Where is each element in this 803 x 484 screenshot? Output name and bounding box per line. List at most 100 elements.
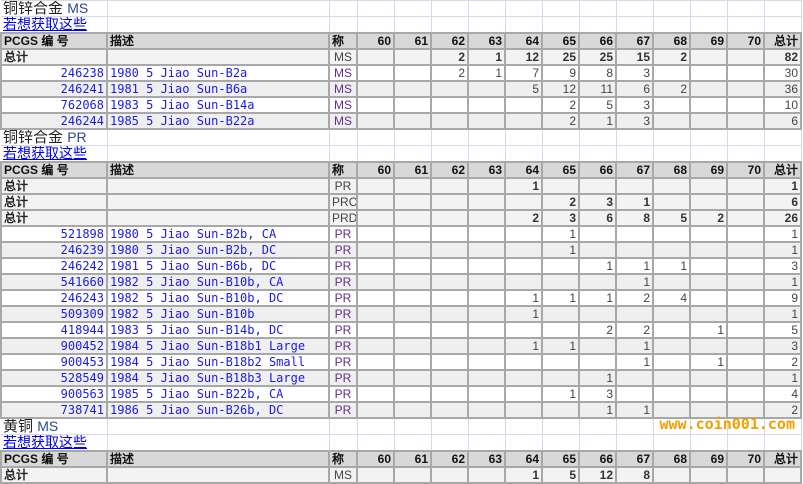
row-total: 1 <box>763 177 802 195</box>
empty-cell <box>764 16 802 34</box>
count-cell: 1 <box>541 225 580 243</box>
empty-cell <box>394 145 432 163</box>
table-row: 246239 1980 5 Jiao Sun-B2b, DC PR 1 1 <box>0 241 802 259</box>
count-cell <box>726 273 765 291</box>
pcgs-number-link[interactable]: 900563 <box>0 385 108 403</box>
pcgs-number-link[interactable]: 246238 <box>0 64 108 82</box>
description-link[interactable]: 1986 5 Jiao Sun-B26b, DC <box>106 401 330 419</box>
description-link[interactable]: 1983 5 Jiao Sun-B14a <box>106 96 330 114</box>
empty-cell <box>106 193 330 211</box>
count-cell <box>615 177 654 195</box>
empty-cell <box>616 417 654 435</box>
count-cell: 1 <box>578 289 617 307</box>
pcgs-number-link[interactable]: 900453 <box>0 353 108 371</box>
pcgs-number-link[interactable]: 246244 <box>0 112 108 130</box>
count-cell <box>726 353 765 371</box>
count-cell <box>430 257 469 275</box>
count-cell <box>652 64 691 82</box>
count-cell <box>578 273 617 291</box>
count-cell <box>726 337 765 355</box>
row-total: 6 <box>763 112 802 130</box>
count-cell <box>689 64 728 82</box>
count-cell <box>504 353 543 371</box>
grade-cell: MS <box>328 48 358 66</box>
empty-cell <box>106 177 330 195</box>
count-cell <box>356 177 395 195</box>
description-link[interactable]: 1984 5 Jiao Sun-B18b3 Large <box>106 369 330 387</box>
empty-cell <box>653 16 691 34</box>
pcgs-number-link[interactable]: 509309 <box>0 305 108 323</box>
count-cell <box>356 96 395 114</box>
row-total <box>763 466 802 484</box>
pcgs-number-link[interactable]: 541660 <box>0 273 108 291</box>
grade-cell: PR <box>328 337 358 355</box>
count-cell: 1 <box>578 112 617 130</box>
count-cell <box>726 96 765 114</box>
pcgs-number-link[interactable]: 762068 <box>0 96 108 114</box>
description-link[interactable]: 1982 5 Jiao Sun-B10b, CA <box>106 273 330 291</box>
column-header-grade-67: 67 <box>615 32 654 50</box>
description-link[interactable]: 1980 5 Jiao Sun-B2b, CA <box>106 225 330 243</box>
table-row: 521898 1980 5 Jiao Sun-B2b, CA PR 1 1 <box>0 225 802 243</box>
empty-cell <box>357 128 395 146</box>
pcgs-number-link[interactable]: 246242 <box>0 257 108 275</box>
empty-cell <box>653 145 691 163</box>
header-row: PCGS 编 号描述称 60 61 62 63 64 65 66 67 68 69 70 总计 <box>0 32 802 50</box>
count-cell: 1 <box>504 289 543 307</box>
count-cell <box>356 466 395 484</box>
description-link[interactable]: 1982 5 Jiao Sun-B10b <box>106 305 330 323</box>
count-cell <box>467 305 506 323</box>
empty-cell <box>653 128 691 146</box>
total-label: 总计 <box>0 193 108 211</box>
column-header-pcgs: PCGS 编 号 <box>0 161 108 179</box>
count-cell: 1 <box>615 257 654 275</box>
get-these-link[interactable]: 若想获取这些 <box>3 145 87 161</box>
description-link[interactable]: 1984 5 Jiao Sun-B18b1 Large <box>106 337 330 355</box>
description-link[interactable]: 1980 5 Jiao Sun-B2b, DC <box>106 241 330 259</box>
count-cell <box>726 64 765 82</box>
pcgs-number-link[interactable]: 528549 <box>0 369 108 387</box>
pcgs-number-link[interactable]: 246241 <box>0 80 108 98</box>
empty-cell <box>357 16 395 34</box>
empty-cell <box>468 16 506 34</box>
count-cell: 6 <box>578 209 617 227</box>
description-link[interactable]: 1981 5 Jiao Sun-B6b, DC <box>106 257 330 275</box>
empty-cell <box>431 417 469 435</box>
get-these-link[interactable]: 若想获取这些 <box>3 434 87 450</box>
count-cell: 1 <box>541 289 580 307</box>
description-link[interactable]: 1985 5 Jiao Sun-B22b, CA <box>106 385 330 403</box>
description-link[interactable]: 1984 5 Jiao Sun-B18b2 Small <box>106 353 330 371</box>
pcgs-number-link[interactable]: 246239 <box>0 241 108 259</box>
count-cell <box>467 337 506 355</box>
description-link[interactable]: 1985 5 Jiao Sun-B22a <box>106 112 330 130</box>
pcgs-number-link[interactable]: 521898 <box>0 225 108 243</box>
column-header-description: 描述 <box>106 32 330 50</box>
count-cell <box>356 241 395 259</box>
count-cell <box>467 385 506 403</box>
pcgs-number-link[interactable]: 738741 <box>0 401 108 419</box>
description-link[interactable]: 1981 5 Jiao Sun-B6a <box>106 80 330 98</box>
column-header-grade-62: 62 <box>430 32 469 50</box>
count-cell <box>726 193 765 211</box>
count-cell <box>393 466 432 484</box>
count-cell <box>467 112 506 130</box>
link-row: 若想获取这些 <box>1 434 802 452</box>
count-cell <box>504 257 543 275</box>
pcgs-number-link[interactable]: 418944 <box>0 321 108 339</box>
get-these-link[interactable]: 若想获取这些 <box>3 16 87 32</box>
row-total: 10 <box>763 96 802 114</box>
count-cell <box>726 369 765 387</box>
count-cell <box>689 193 728 211</box>
column-header-total: 总计 <box>763 32 802 50</box>
total-row: 总计 PRD 2 3 6 8 5 2 26 <box>0 209 802 227</box>
pcgs-number-link[interactable]: 900452 <box>0 337 108 355</box>
count-cell: 1 <box>689 353 728 371</box>
grade-cell: MS <box>328 80 358 98</box>
description-link[interactable]: 1983 5 Jiao Sun-B14b, DC <box>106 321 330 339</box>
empty-cell <box>468 0 506 17</box>
description-link[interactable]: 1980 5 Jiao Sun-B2a <box>106 64 330 82</box>
description-link[interactable]: 1982 5 Jiao Sun-B10b, DC <box>106 289 330 307</box>
pcgs-number-link[interactable]: 246243 <box>0 289 108 307</box>
count-cell <box>356 385 395 403</box>
table-row: 246244 1985 5 Jiao Sun-B22a MS 2 1 3 6 <box>0 112 802 130</box>
